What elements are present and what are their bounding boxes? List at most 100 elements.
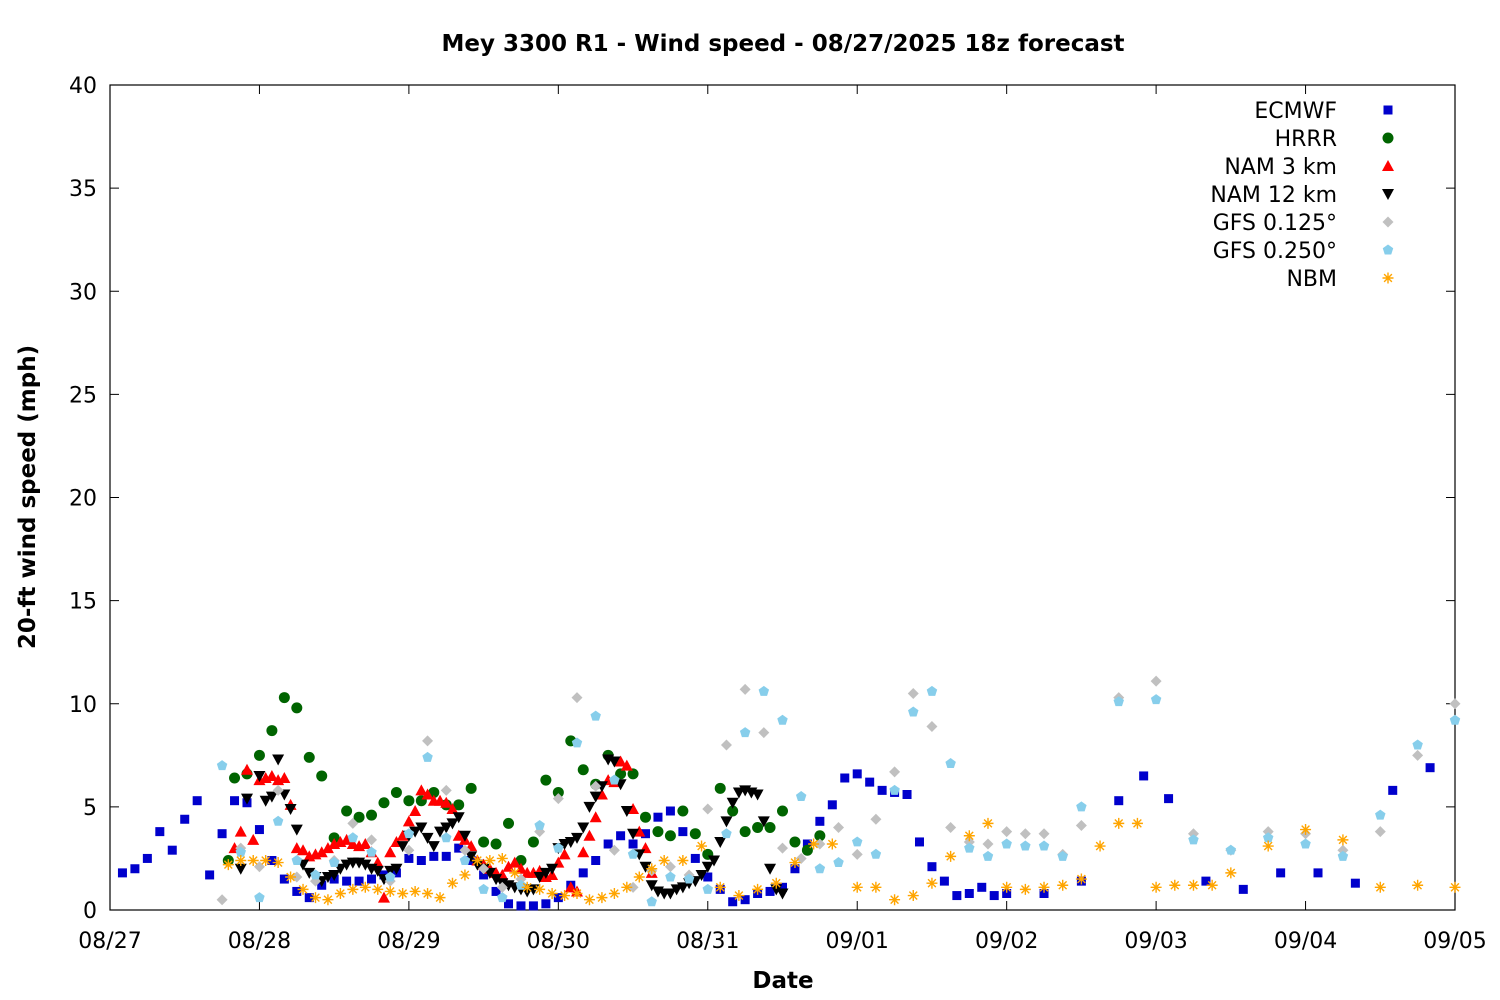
data-point	[342, 876, 352, 886]
data-point	[907, 687, 919, 699]
data-point	[627, 848, 639, 859]
data-point	[690, 853, 700, 863]
data-point	[322, 894, 334, 906]
data-point	[359, 881, 371, 893]
data-point	[777, 714, 788, 725]
data-point	[1113, 696, 1124, 707]
data-point	[390, 786, 402, 798]
data-point	[646, 863, 658, 875]
data-point	[790, 864, 800, 874]
data-point	[310, 869, 321, 880]
data-point	[354, 876, 364, 886]
data-point	[1337, 834, 1349, 846]
legend-label: NAM 3 km	[1224, 155, 1337, 180]
data-point	[440, 784, 452, 796]
data-point	[902, 790, 912, 799]
data-point	[422, 888, 434, 899]
series-3	[234, 754, 789, 900]
data-point	[851, 881, 863, 893]
data-point	[558, 848, 571, 860]
data-point	[589, 811, 602, 823]
data-point	[539, 867, 552, 879]
data-point	[315, 846, 328, 858]
data-point	[478, 836, 490, 848]
data-point	[167, 845, 177, 855]
data-point	[440, 822, 453, 834]
data-point	[1412, 749, 1424, 761]
data-point	[384, 846, 397, 858]
data-point	[1075, 873, 1087, 885]
data-point	[802, 839, 812, 849]
data-point	[870, 881, 882, 893]
data-point	[926, 877, 938, 889]
data-point	[1374, 826, 1386, 838]
data-point	[403, 795, 415, 807]
data-point	[155, 827, 165, 837]
data-point	[577, 764, 589, 776]
data-point	[827, 800, 837, 810]
legend-marker	[1382, 189, 1394, 200]
data-point	[627, 768, 639, 780]
data-point	[583, 829, 596, 841]
data-point	[727, 805, 739, 817]
data-point	[180, 814, 190, 824]
data-point	[1057, 850, 1068, 861]
data-point	[247, 855, 259, 866]
data-point	[377, 891, 390, 903]
data-point	[1374, 881, 1386, 893]
data-point	[384, 885, 396, 897]
data-point	[564, 836, 577, 848]
data-point	[907, 890, 919, 902]
data-point	[446, 802, 459, 814]
data-point	[222, 859, 234, 871]
data-point	[571, 737, 583, 748]
legend-marker	[1382, 216, 1394, 228]
data-point	[851, 848, 863, 860]
data-point	[429, 851, 439, 861]
data-point	[1038, 840, 1050, 851]
y-tick-label: 20	[69, 487, 97, 512]
data-point	[1262, 840, 1274, 852]
data-point	[253, 770, 266, 782]
data-point	[541, 899, 551, 909]
data-point	[366, 834, 378, 846]
data-point	[328, 832, 340, 844]
data-point	[708, 855, 721, 867]
data-point	[770, 877, 782, 889]
data-point	[1449, 881, 1461, 893]
data-point	[279, 874, 289, 884]
data-point	[534, 819, 545, 830]
data-point	[372, 883, 384, 895]
x-axis: 08/27 08/28 08/29 08/30 08/31 09/01 09/02 09/03…	[78, 85, 1487, 954]
data-point	[192, 796, 202, 806]
data-point	[627, 828, 640, 840]
data-point	[1276, 868, 1286, 878]
x-tick-label: 09/03	[1124, 929, 1187, 954]
data-point	[633, 871, 645, 883]
data-point	[714, 782, 726, 794]
data-point	[589, 791, 602, 803]
data-point	[272, 754, 285, 766]
data-point	[726, 797, 739, 809]
data-point	[833, 822, 845, 833]
data-point	[720, 739, 732, 751]
data-point	[367, 874, 377, 884]
data-point	[421, 788, 434, 800]
data-point	[403, 828, 415, 839]
legend-marker	[1382, 160, 1394, 171]
data-point	[1412, 739, 1423, 750]
data-point	[696, 840, 708, 852]
legend-label: GFS 0.125°	[1213, 211, 1337, 236]
series-6	[222, 817, 1461, 906]
data-point	[266, 725, 278, 737]
data-point	[963, 830, 975, 842]
data-point	[259, 795, 272, 807]
data-point	[265, 791, 278, 803]
data-point	[578, 868, 588, 878]
data-point	[234, 825, 247, 837]
data-point	[546, 863, 559, 875]
data-point	[1449, 714, 1461, 725]
data-point	[441, 832, 452, 843]
y-axis: 0 5 10 15 20 25 30 35 40	[69, 74, 1455, 924]
data-point	[590, 710, 601, 721]
